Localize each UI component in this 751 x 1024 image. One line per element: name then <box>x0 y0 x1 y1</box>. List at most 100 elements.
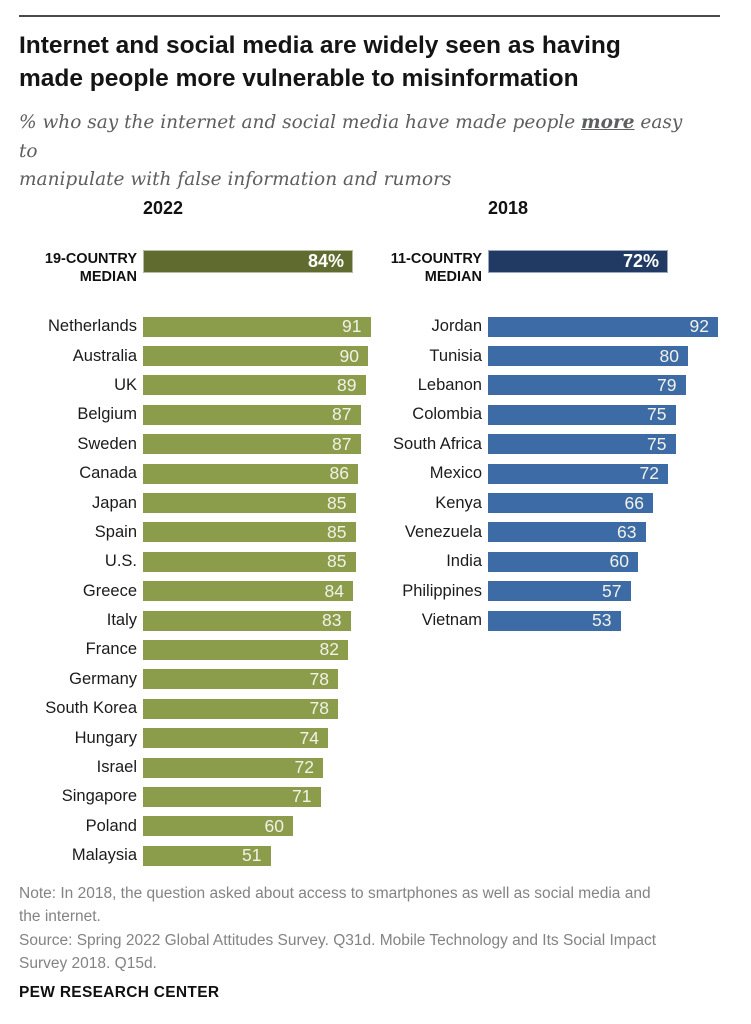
bar-row: UK 89 <box>19 371 371 400</box>
bar-value-label: 83 <box>322 610 342 631</box>
bar-row: France 82 <box>19 635 371 664</box>
bar: 87 <box>143 433 361 455</box>
bar-value-label: 74 <box>299 727 319 748</box>
bar-value-label: 72 <box>294 757 314 778</box>
bar: 51 <box>143 845 271 866</box>
bar: 63 <box>488 522 646 543</box>
median-bar: 84% <box>143 250 353 273</box>
bar-value-label: 92 <box>689 316 709 337</box>
country-label: Italy <box>106 611 137 630</box>
country-label: Venezuela <box>404 522 482 541</box>
brand: PEW RESEARCH CENTER <box>19 984 220 1001</box>
bar: 53 <box>488 610 621 631</box>
bar-row: South Korea 78 <box>19 694 371 723</box>
bar: 89 <box>143 375 366 396</box>
country-label: Vietnam <box>421 611 482 630</box>
bar-row: Sweden 87 <box>19 430 371 459</box>
bar-rows: Jordan 92 Tunisia 80 Lebanon 79 Colombia 75 Sout… <box>351 312 718 635</box>
country-label: Malaysia <box>71 846 137 865</box>
bar-value-label: 87 <box>332 404 352 425</box>
bar: 90 <box>143 346 368 367</box>
bar-row: Belgium 87 <box>19 400 371 429</box>
bar: 85 <box>143 492 356 514</box>
country-label: Mexico <box>429 464 482 483</box>
median-label-line: MEDIAN <box>79 269 137 286</box>
bar: 57 <box>488 580 631 602</box>
country-label: Poland <box>85 816 137 835</box>
bar: 71 <box>143 786 321 807</box>
bar: 84 <box>143 580 353 602</box>
bar-value-label: 57 <box>602 580 622 601</box>
bar-value-label: 78 <box>309 668 329 689</box>
title-line-1: Internet and social media are widely see… <box>19 32 621 59</box>
country-label: Colombia <box>412 405 482 424</box>
bar: 85 <box>143 551 356 572</box>
median-label-line: 11-COUNTRY <box>390 251 482 267</box>
country-label: Greece <box>82 581 137 600</box>
bar-row: Italy 83 <box>19 606 371 635</box>
bar-value-label: 91 <box>342 316 362 337</box>
bar-value-label: 75 <box>647 404 667 425</box>
bar-value-label: 51 <box>242 845 262 866</box>
footnote: Note: In 2018, the question asked about … <box>19 882 734 975</box>
country-label: Singapore <box>61 787 137 806</box>
country-label: Netherlands <box>48 317 137 336</box>
bar-value-label: 71 <box>292 786 312 807</box>
bar-row: India 60 <box>351 547 718 576</box>
note-line: the internet. <box>19 908 101 926</box>
bar: 72 <box>143 757 323 778</box>
subtitle-emphasis: more <box>581 112 635 133</box>
top-divider <box>19 15 720 17</box>
bar: 79 <box>488 375 686 396</box>
bar-value-label: 82 <box>319 639 339 660</box>
bar-row: Greece 84 <box>19 577 371 606</box>
median-row: 19-COUNTRY MEDIAN 84% <box>19 250 371 294</box>
bar: 82 <box>143 639 348 660</box>
country-label: Germany <box>69 669 137 688</box>
bar-row: Australia 90 <box>19 341 371 370</box>
country-label: Japan <box>92 493 137 512</box>
median-label-line: MEDIAN <box>424 269 482 286</box>
bar: 60 <box>488 551 638 572</box>
source-line: Source: Spring 2022 Global Attitudes Sur… <box>19 931 657 949</box>
bar-value-label: 86 <box>329 463 349 484</box>
bar: 75 <box>488 404 676 425</box>
bar-row: South Africa 75 <box>351 430 718 459</box>
bar: 80 <box>488 346 688 367</box>
page-title: Internet and social media are widely see… <box>19 30 729 95</box>
country-label: India <box>446 552 482 571</box>
country-label: France <box>85 640 137 659</box>
source-line: Survey 2018. Q15d. <box>19 954 157 972</box>
subtitle-text: easy to <box>19 112 683 162</box>
note-line: Note: In 2018, the question asked about … <box>19 885 651 902</box>
median-label: 19-COUNTRY MEDIAN <box>19 250 137 287</box>
bar-row: U.S. 85 <box>19 547 371 576</box>
median-value-label: 84% <box>307 251 344 271</box>
year-label: 2022 <box>143 198 184 218</box>
country-label: UK <box>114 375 137 394</box>
subtitle-text: manipulate with false information and ru… <box>19 169 452 191</box>
median-value-label: 72% <box>622 251 659 271</box>
bar-row: Vietnam 53 <box>351 606 718 635</box>
country-label: South Africa <box>393 434 482 453</box>
country-label: U.S. <box>104 552 137 571</box>
bar-value-label: 84 <box>324 580 344 601</box>
country-label: Hungary <box>74 728 137 747</box>
country-label: Lebanon <box>417 375 482 394</box>
bar-value-label: 53 <box>592 610 612 631</box>
bar-row: Jordan 92 <box>351 312 718 341</box>
bar-value-label: 87 <box>332 433 352 454</box>
country-label: South Korea <box>45 699 137 718</box>
bar: 78 <box>143 698 338 719</box>
bar: 74 <box>143 727 328 749</box>
country-label: Belgium <box>77 405 137 424</box>
bar-value-label: 78 <box>309 698 329 719</box>
bar: 72 <box>488 463 668 484</box>
bar: 87 <box>143 404 361 425</box>
bar-row: Lebanon 79 <box>351 371 718 400</box>
country-label: Canada <box>79 464 137 483</box>
bar-row: Singapore 71 <box>19 782 371 811</box>
country-label: Australia <box>72 346 137 365</box>
bar-row: Tunisia 80 <box>351 341 718 370</box>
bar-value-label: 85 <box>327 492 347 513</box>
